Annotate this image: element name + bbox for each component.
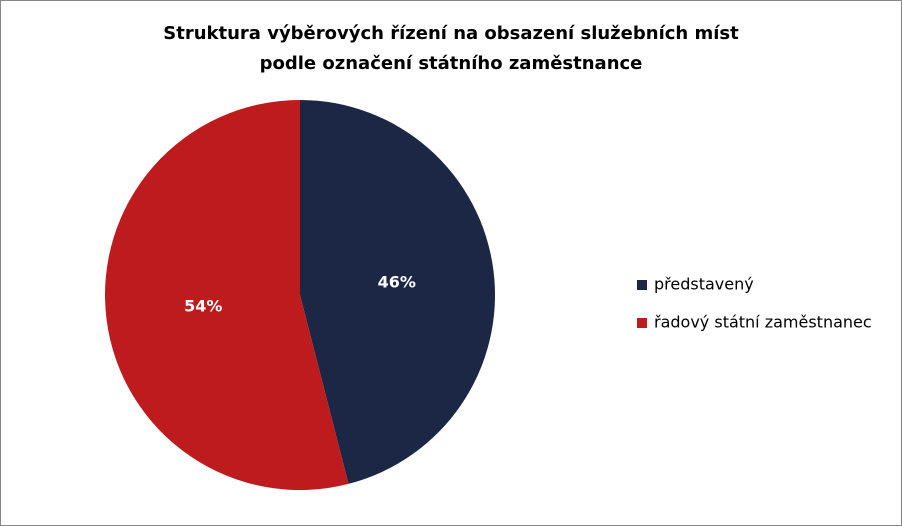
legend-label: řadový státní zaměstnanec	[654, 313, 872, 332]
chart-title: podle označení státního zaměstnance	[260, 53, 643, 74]
legend-label: představený	[654, 275, 754, 294]
value-label: 46%	[378, 272, 416, 291]
pie-slice	[300, 100, 496, 484]
legend-swatch	[637, 318, 647, 328]
chart-title: Struktura výběrových řízení na obsazení …	[163, 23, 739, 44]
value-label: 54%	[184, 297, 222, 316]
legend-swatch	[637, 280, 647, 290]
pie-slice	[105, 100, 349, 490]
